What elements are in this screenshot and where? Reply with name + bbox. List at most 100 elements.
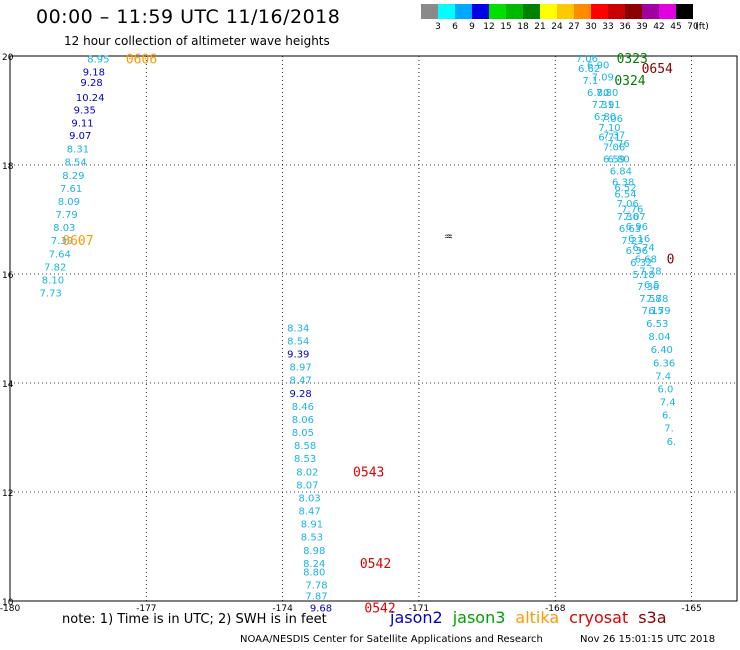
wave-height-value: 8.58 xyxy=(294,441,316,452)
pass-time-label: 0543 xyxy=(353,465,384,480)
color-swatch xyxy=(455,4,472,19)
color-swatch xyxy=(642,4,659,19)
wave-height-value: 7.73 xyxy=(40,289,62,300)
wave-height-value: 8.05 xyxy=(292,428,314,439)
wave-height-value: 6.68 xyxy=(635,255,657,266)
wave-height-value: 7.78 xyxy=(305,581,327,592)
wave-height-value: 6.0 xyxy=(657,384,673,395)
wave-height-value: 7.4 xyxy=(655,371,671,382)
color-swatch-label: 39 xyxy=(636,22,648,32)
color-swatch-label: 70 xyxy=(687,22,699,32)
wave-height-value: 7.82 xyxy=(44,262,66,273)
wave-height-value: 9.35 xyxy=(74,105,96,116)
wave-height-value: 6.54 xyxy=(614,189,636,200)
wave-height-value: 6.36 xyxy=(653,358,675,369)
wave-height-value: 6.16 xyxy=(628,234,650,245)
wave-height-value: 6.59 xyxy=(603,154,625,165)
wave-height-value: 9.39 xyxy=(287,350,309,361)
wave-height-value: 6.74 xyxy=(632,243,654,254)
wave-height-value: 8.31 xyxy=(67,145,89,156)
wave-height-value: 8.54 xyxy=(287,336,309,347)
legend-entry: s3a xyxy=(638,608,667,627)
pass-time-label: 0542 xyxy=(364,602,395,617)
wave-height-value: 6.53 xyxy=(646,319,668,330)
color-swatch xyxy=(591,4,608,19)
wave-height-value: 9.28 xyxy=(289,389,311,400)
color-swatch-label: 15 xyxy=(500,22,512,32)
wave-height-value: 9.11 xyxy=(71,118,93,129)
y-tick-label: 18 xyxy=(2,162,14,172)
color-swatch xyxy=(659,4,676,19)
wave-height-value: 7.06 xyxy=(576,54,598,65)
wave-height-value: 8.09 xyxy=(58,197,80,208)
wave-height-value: 8.04 xyxy=(648,332,670,343)
wave-height-value: 7.36 xyxy=(637,282,659,293)
wave-height-value: 7.76 xyxy=(608,139,630,150)
wave-height-value: 9.28 xyxy=(80,78,102,89)
wave-height-value: 7.23 xyxy=(621,236,643,247)
wave-height-value: 6.36 xyxy=(626,246,648,257)
pass-time-label: 0607 xyxy=(62,234,93,249)
wave-height-value: 8.80 xyxy=(303,568,325,579)
wave-height-value: 6.5 xyxy=(644,280,660,291)
x-tick-label: -171 xyxy=(409,604,429,614)
wave-height-value: 7.09 xyxy=(592,73,614,84)
wave-height-value: 8.07 xyxy=(296,480,318,491)
wave-height-value: 7.78 xyxy=(646,294,668,305)
color-swatch-label: 18 xyxy=(517,22,529,32)
wave-height-value: 8.46 xyxy=(292,402,314,413)
color-swatch-label: 3 xyxy=(435,22,441,32)
wave-height-value: 6.79 xyxy=(648,306,670,317)
wave-height-value: 7.39 xyxy=(51,236,73,247)
timestamp: Nov 26 15:01:15 UTC 2018 xyxy=(580,634,716,645)
y-tick-label: 14 xyxy=(2,380,14,390)
color-swatch xyxy=(608,4,625,19)
plot-frame xyxy=(9,55,738,602)
color-swatch xyxy=(625,4,642,19)
x-tick-label: -165 xyxy=(681,604,701,614)
wave-height-value: 8.47 xyxy=(299,507,321,518)
wave-height-value: 7.64 xyxy=(49,249,71,260)
color-swatch-label: 27 xyxy=(568,22,580,32)
x-tick-label: -168 xyxy=(545,604,566,614)
pass-time-label: 0542 xyxy=(360,557,391,572)
wave-height-value: 9.07 xyxy=(69,131,91,142)
wave-height-value: 8.29 xyxy=(62,171,84,182)
color-swatch-label: 36 xyxy=(619,22,631,32)
pass-time-label: 0 xyxy=(667,253,675,268)
wave-height-value: 7.06 xyxy=(617,199,639,210)
wave-height-value: 8.54 xyxy=(65,158,87,169)
wave-height-value: 5.18 xyxy=(632,270,654,281)
y-tick-label: 10 xyxy=(2,598,14,608)
pass-time-label: 0654 xyxy=(642,62,673,77)
wave-height-value: 7.06 xyxy=(603,142,625,153)
color-swatch xyxy=(574,4,591,19)
wave-height-value: 6.84 xyxy=(610,166,632,177)
wave-height-value: 8.91 xyxy=(301,520,323,531)
wave-height-value: 8.47 xyxy=(289,376,311,387)
color-swatch-label: 9 xyxy=(469,22,475,32)
wave-height-value: 10.24 xyxy=(76,93,105,104)
color-swatch xyxy=(421,4,438,19)
wave-height-value: 8.03 xyxy=(299,493,321,504)
color-swatch xyxy=(540,4,557,19)
wave-height-value: 8.53 xyxy=(294,454,316,465)
legend-entry: cryosat xyxy=(569,608,629,627)
color-swatch xyxy=(438,4,455,19)
pass-time-label: 0324 xyxy=(614,74,645,89)
color-swatch-label: 24 xyxy=(551,22,563,32)
chart-subtitle: 12 hour collection of altimeter wave hei… xyxy=(64,34,330,48)
wave-height-value: 6.71 xyxy=(598,133,620,144)
wave-height-value: 7.91 xyxy=(598,100,620,111)
x-tick-label: -174 xyxy=(272,604,293,614)
color-swatch-label: 21 xyxy=(534,22,546,32)
y-tick-label: 20 xyxy=(2,53,14,63)
wave-height-value: 6.62 xyxy=(578,64,600,75)
wave-height-value: 6.40 xyxy=(651,345,673,356)
credit-line: NOAA/NESDIS Center for Satellite Applica… xyxy=(240,634,543,645)
wave-height-value: 8.53 xyxy=(301,533,323,544)
y-tick-label: 16 xyxy=(2,271,14,281)
wave-height-value: 9.18 xyxy=(83,67,105,78)
color-swatch-label: 30 xyxy=(585,22,597,32)
color-swatch-label: 6 xyxy=(452,22,458,32)
